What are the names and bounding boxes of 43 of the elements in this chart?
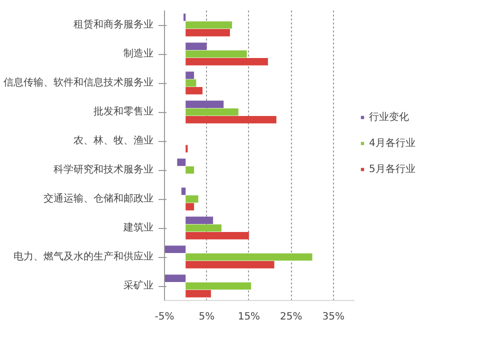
bar: [186, 72, 194, 79]
x-tick-label: 15%: [238, 312, 260, 322]
bar: [186, 87, 202, 94]
y-tick-label: 电力、燃气及水的生产和供应业: [14, 250, 154, 262]
y-tick-label: 采矿业: [124, 280, 154, 292]
bar: [186, 232, 249, 240]
bar: [186, 195, 198, 203]
x-tick-label: 5%: [198, 312, 215, 322]
bar: [186, 261, 274, 268]
x-tick-label: 25%: [280, 312, 302, 322]
bar: [186, 108, 238, 116]
y-tick-label: 交通运输、仓储和邮政业: [44, 192, 154, 204]
bar: [181, 188, 186, 195]
bar: [186, 166, 194, 174]
bar: [186, 100, 224, 108]
bar: [186, 216, 214, 224]
bar: [186, 116, 276, 124]
bar: [164, 274, 186, 282]
bar: [186, 224, 222, 232]
y-tick-label: 批发和零售业: [94, 106, 154, 118]
y-tick-label: 建筑业: [122, 222, 154, 234]
bar: [186, 21, 232, 29]
bar: [186, 290, 211, 298]
bar: [186, 42, 207, 50]
bar: [177, 158, 186, 166]
bar: [186, 253, 312, 261]
y-tick-label: 科学研究和技术服务业: [54, 164, 154, 176]
bar: [164, 246, 186, 253]
y-tick-label: 租赁和商务服务业: [74, 18, 154, 30]
legend-label: 4月各行业: [369, 136, 416, 150]
bar: [186, 79, 196, 87]
bar: [186, 282, 252, 290]
legend-label: 5月各行业: [369, 162, 416, 176]
x-tick-label: 35%: [322, 312, 345, 322]
bar: [186, 29, 230, 36]
y-tick-label: 农、林、牧、渔业: [74, 134, 154, 146]
y-tick-label: 信息传输、软件和信息技术服务业: [4, 76, 154, 88]
x-tick-label: -5%: [154, 312, 174, 322]
y-tick-label: 制造业: [124, 48, 154, 60]
bar: [186, 50, 247, 58]
legend-label: 行业变化: [369, 110, 409, 124]
bar: [186, 58, 268, 66]
bar: [186, 203, 194, 210]
